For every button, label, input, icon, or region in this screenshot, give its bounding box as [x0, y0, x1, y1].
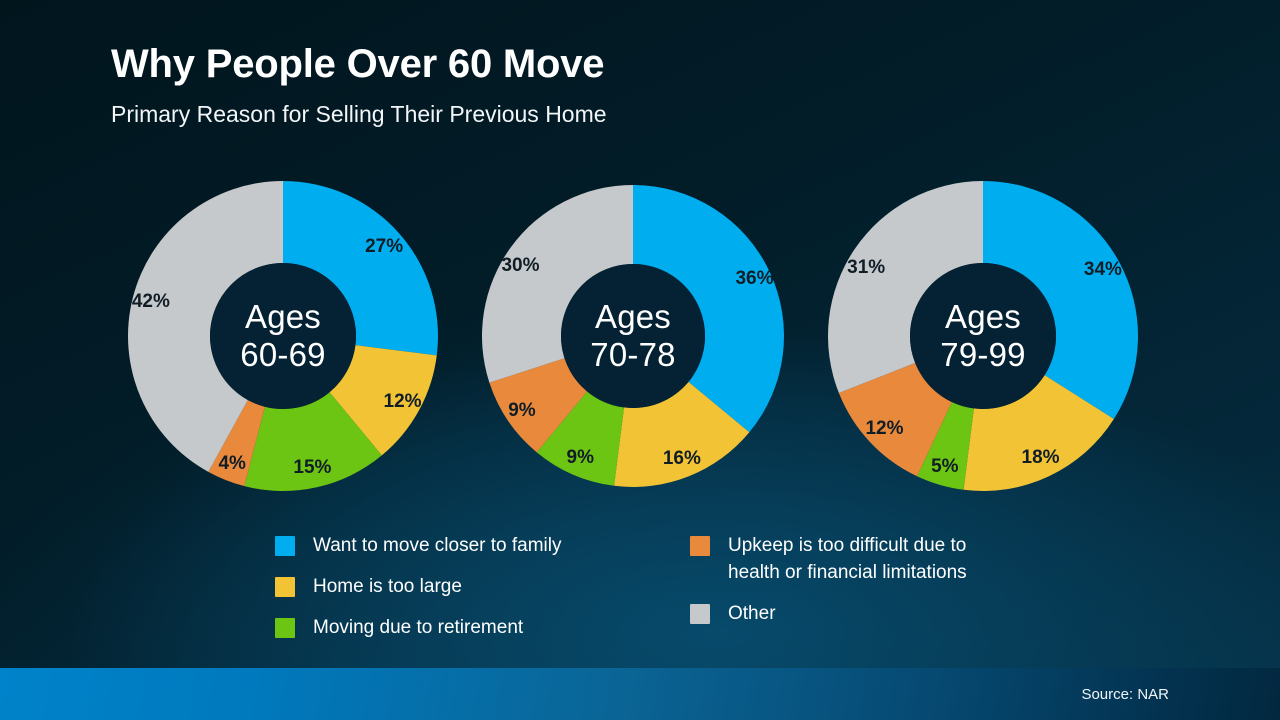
- legend-swatch-retirement: [275, 617, 295, 638]
- donut-slice: [614, 381, 750, 488]
- donut-slice: [283, 181, 438, 356]
- donut-slice: [208, 399, 265, 487]
- donut-slice: [244, 392, 382, 492]
- legend-column-left: Want to move closer to family Home is too…: [275, 533, 561, 656]
- donut-chart-group: Ages 60-69 27% 12% 15% 4% 42% Ages 70-78 36% 16% 9%…: [122, 175, 1144, 497]
- legend-label-upkeep: Upkeep is too difficult due to health or…: [728, 535, 967, 583]
- legend-label-family: Want to move closer to family: [313, 535, 562, 556]
- legend-item-upkeep[interactable]: Upkeep is too difficult due to health or…: [690, 533, 1018, 587]
- donut-center-hole: [910, 263, 1056, 409]
- donut-slice: [536, 391, 624, 486]
- legend-column-right: Upkeep is too difficult due to health or…: [690, 533, 1018, 642]
- donut-chart-2: Ages 70-78 36% 16% 9% 9% 30%: [476, 179, 790, 493]
- legend-item-retirement[interactable]: Moving due to retirement: [275, 615, 561, 642]
- donut-slice: [633, 185, 784, 433]
- footer-bar: Source: NAR: [0, 668, 1280, 720]
- legend-swatch-home-too-large: [275, 576, 295, 597]
- donut-chart-3: Ages 79-99 34% 18% 5% 12% 31%: [822, 175, 1144, 497]
- donut-chart-1: Ages 60-69 27% 12% 15% 4% 42%: [122, 175, 444, 497]
- donut-slice: [963, 375, 1114, 491]
- donut-slice: [489, 358, 588, 453]
- donut-slice: [917, 402, 974, 490]
- legend-swatch-other: [690, 603, 710, 624]
- legend-item-home-too-large[interactable]: Home is too large: [275, 574, 561, 601]
- donut-slice: [482, 185, 633, 383]
- legend-label-home-too-large: Home is too large: [313, 575, 462, 597]
- page-subtitle: Primary Reason for Selling Their Previou…: [111, 100, 607, 127]
- header: Why People Over 60 Move Primary Reason f…: [111, 42, 607, 127]
- donut-slice: [127, 181, 283, 472]
- donut-slice: [329, 345, 437, 456]
- legend-label-retirement: Moving due to retirement: [313, 616, 524, 638]
- donut-center-hole: [561, 264, 705, 408]
- donut-slice: [838, 362, 952, 477]
- legend-label-other: Other: [728, 602, 776, 624]
- source-attribution: Source: NAR: [1081, 685, 1169, 703]
- legend-swatch-upkeep: [690, 536, 710, 556]
- legend-item-family[interactable]: Want to move closer to family: [275, 533, 561, 560]
- page-title: Why People Over 60 Move: [111, 42, 605, 86]
- donut-center-hole: [210, 263, 356, 409]
- donut-slice: [828, 181, 983, 394]
- legend-swatch-family: [275, 536, 295, 556]
- donut-slice: [983, 181, 1138, 420]
- legend-item-other[interactable]: Other: [690, 601, 1018, 628]
